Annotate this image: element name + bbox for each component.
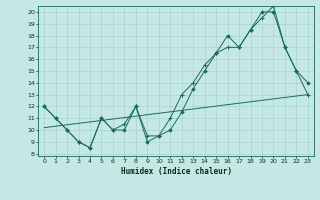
X-axis label: Humidex (Indice chaleur): Humidex (Indice chaleur)	[121, 167, 231, 176]
